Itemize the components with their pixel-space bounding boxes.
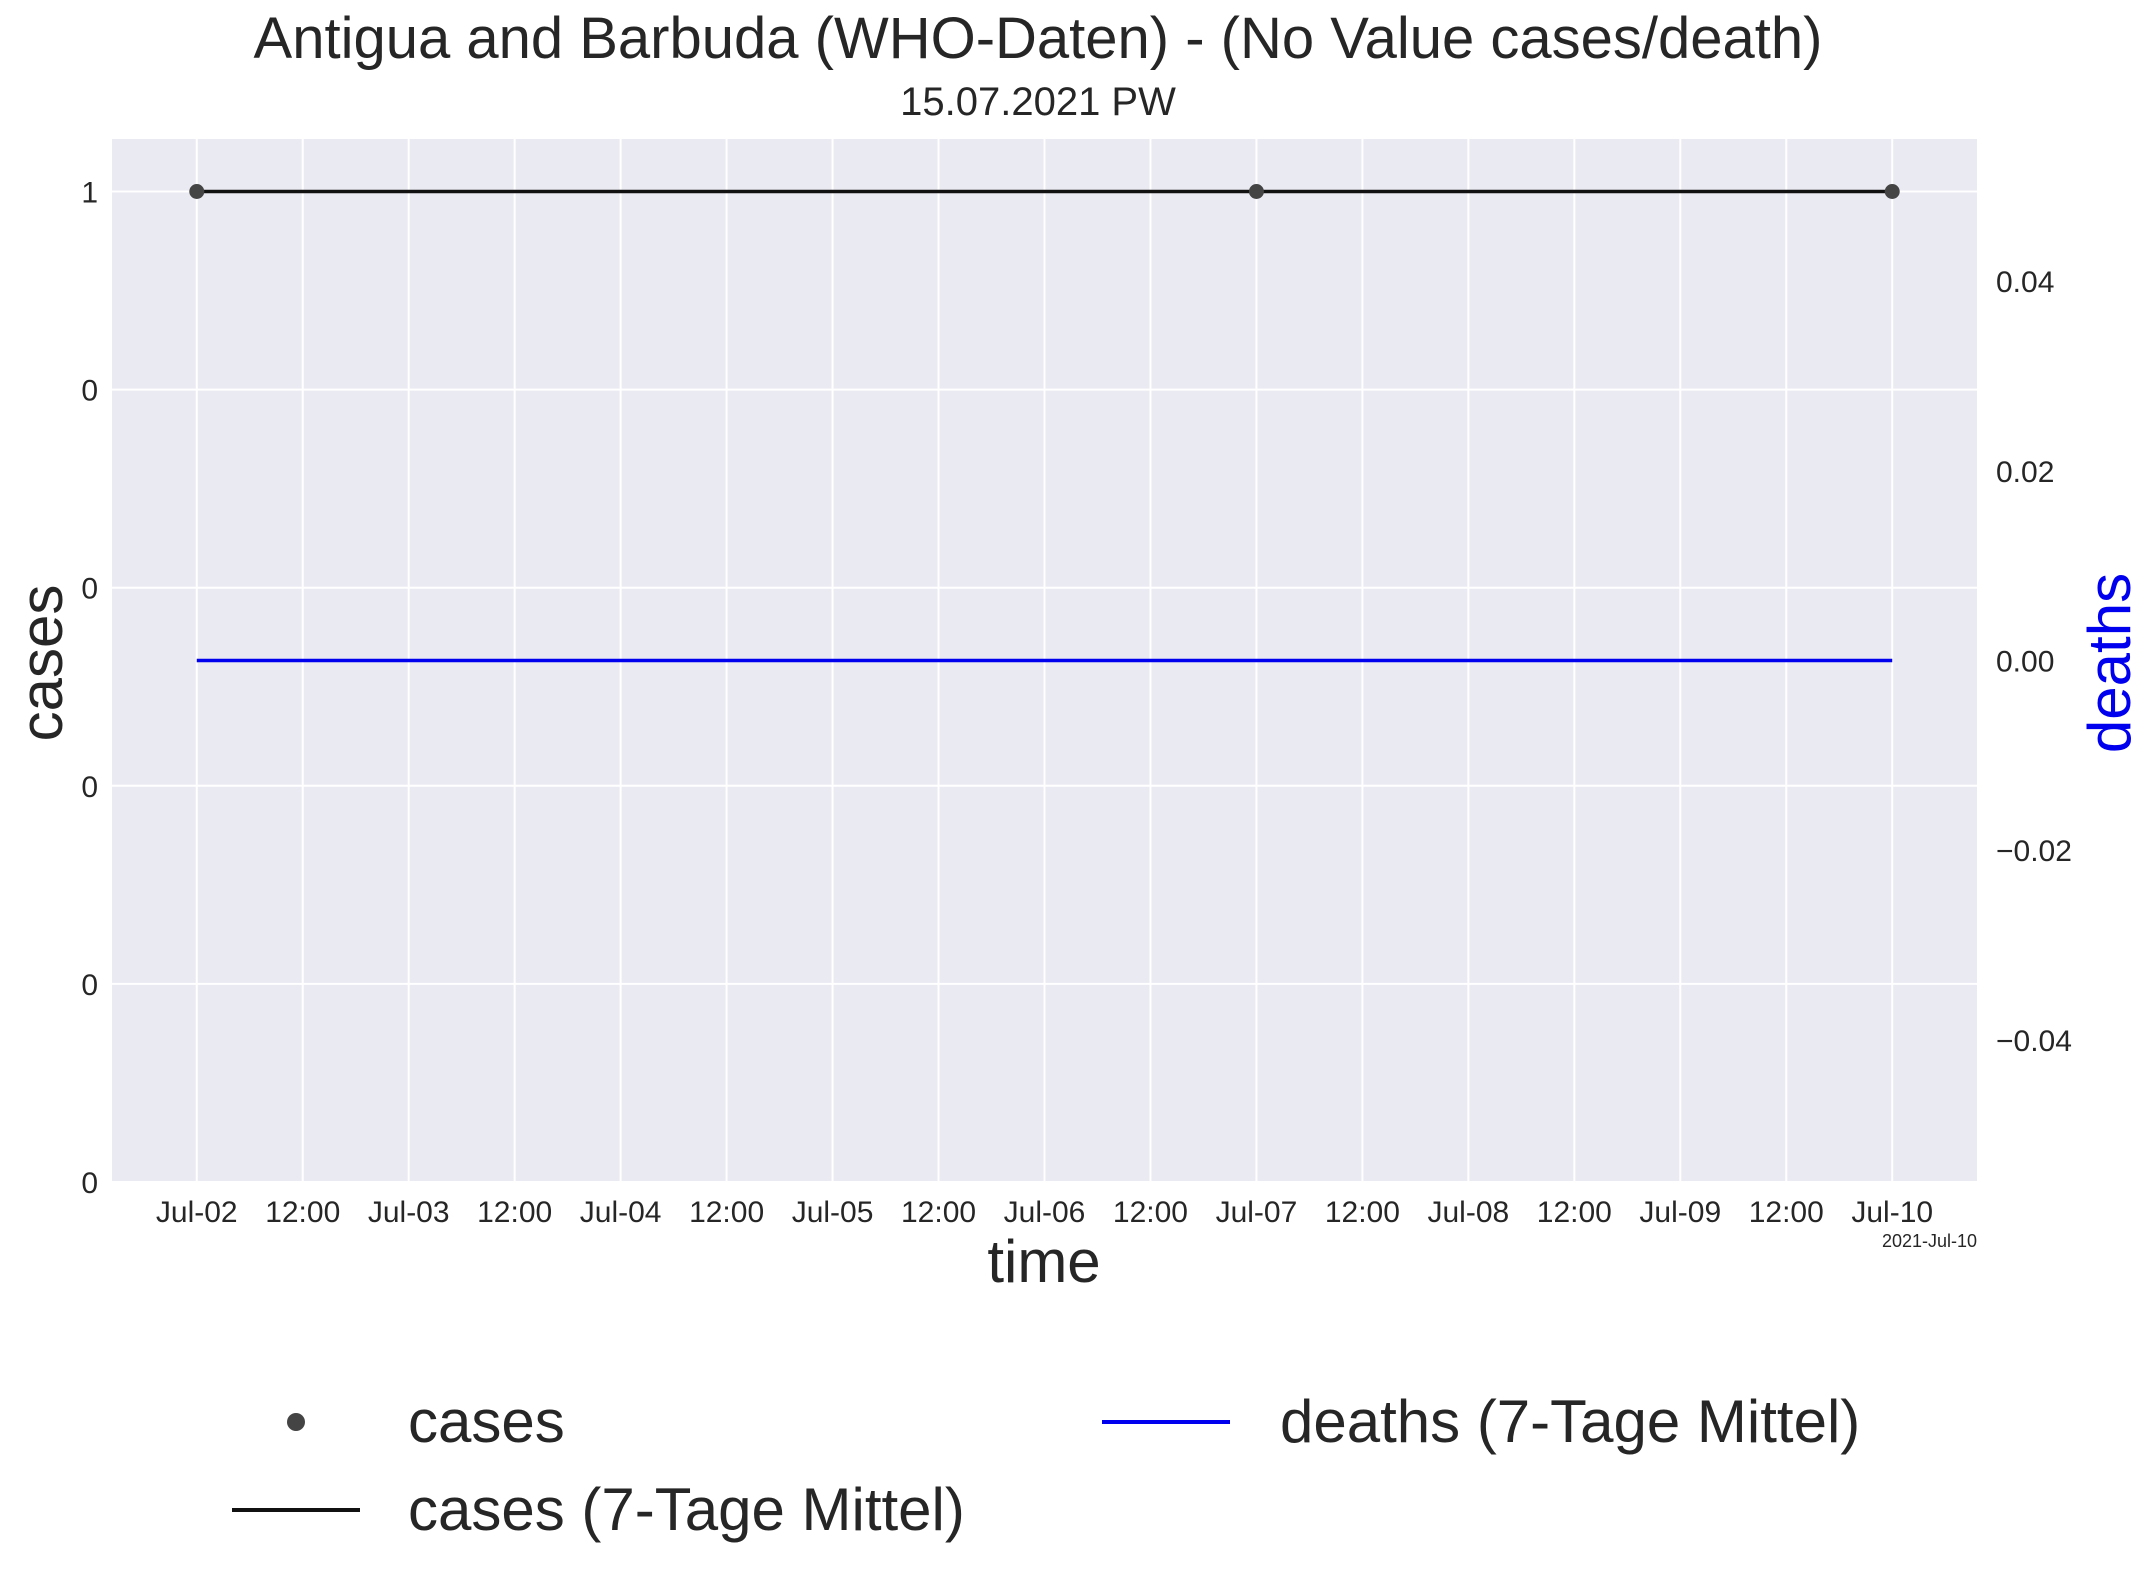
right-y-tick-label: −0.02	[1996, 835, 2072, 868]
left-y-tick-label: 1	[81, 176, 98, 209]
x-offset-label: 2021-Jul-10	[1882, 1231, 1977, 1251]
left-y-tick-label: 0	[81, 771, 98, 804]
y-axis-label-left: cases	[8, 585, 75, 742]
x-tick-label: 12:00	[1325, 1196, 1400, 1229]
x-tick-label: Jul-09	[1639, 1196, 1721, 1229]
x-tick-label: Jul-10	[1851, 1196, 1933, 1229]
x-tick-label: Jul-06	[1004, 1196, 1086, 1229]
right-y-axis: 0.04 0.02 0.00 −0.02 −0.04	[1996, 266, 2072, 1058]
right-y-tick-label: 0.00	[1996, 646, 2054, 679]
x-tick-label: Jul-03	[368, 1196, 450, 1229]
x-tick-label: 12:00	[1749, 1196, 1824, 1229]
series-layer	[189, 183, 1900, 663]
left-y-tick-label: 0	[81, 375, 98, 408]
cases-point	[189, 183, 205, 199]
x-tick-label: 12:00	[1113, 1196, 1188, 1229]
right-y-tick-label: 0.02	[1996, 456, 2054, 489]
legend-cases-marker	[287, 1413, 305, 1431]
left-y-tick-label: 0	[81, 573, 98, 606]
legend: cases cases (7-Tage Mittel) deaths (7-Tage…	[232, 1388, 1860, 1543]
x-axis-label: time	[987, 1228, 1100, 1295]
left-y-tick-label: 0	[81, 1167, 98, 1200]
left-y-tick-label: 0	[81, 969, 98, 1002]
chart-subtitle: 15.07.2021 PW	[900, 80, 1176, 124]
x-tick-label: 12:00	[477, 1196, 552, 1229]
right-y-tick-label: 0.04	[1996, 266, 2054, 299]
x-tick-label: 12:00	[265, 1196, 340, 1229]
y-axis-label-right: deaths	[2076, 573, 2143, 753]
x-tick-label: Jul-05	[792, 1196, 874, 1229]
left-y-axis: 1 0 0 0 0 0	[81, 176, 98, 1200]
x-tick-label: Jul-02	[156, 1196, 238, 1229]
x-tick-label: Jul-07	[1216, 1196, 1298, 1229]
x-tick-label: Jul-04	[580, 1196, 662, 1229]
x-tick-label: 12:00	[901, 1196, 976, 1229]
x-tick-label: 12:00	[1537, 1196, 1612, 1229]
cases-point	[1248, 183, 1264, 199]
x-tick-label: 12:00	[689, 1196, 764, 1229]
x-axis: Jul-02 12:00 Jul-03 12:00 Jul-04 12:00 Jul-05 1…	[156, 1196, 1933, 1229]
legend-deaths-avg-label: deaths (7-Tage Mittel)	[1280, 1388, 1860, 1455]
x-tick-label: Jul-08	[1428, 1196, 1510, 1229]
legend-cases-avg-label: cases (7-Tage Mittel)	[408, 1476, 965, 1543]
chart-title: Antigua and Barbuda (WHO-Daten) - (No Va…	[254, 6, 1823, 71]
cases-point	[1884, 183, 1900, 199]
legend-cases-label: cases	[408, 1388, 565, 1455]
right-y-tick-label: −0.04	[1996, 1025, 2072, 1058]
